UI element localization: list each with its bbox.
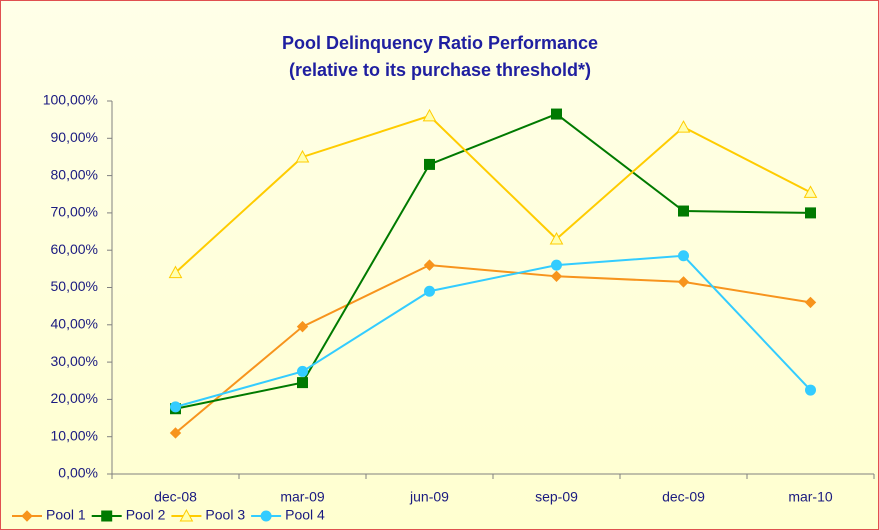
series-line xyxy=(174,264,811,434)
y-tick-label: 90,00% xyxy=(51,129,98,145)
data-point xyxy=(805,207,816,219)
legend-label: Pool 2 xyxy=(126,507,166,523)
data-point xyxy=(550,270,563,283)
legend-marker xyxy=(179,508,194,522)
x-tick-label: dec-09 xyxy=(662,489,705,505)
data-point xyxy=(678,250,689,262)
chart-subtitle: (relative to its purchase threshold*) xyxy=(289,60,591,80)
data-point xyxy=(805,384,816,396)
y-tick-label: 100,00% xyxy=(43,92,98,108)
series-line xyxy=(175,254,812,408)
data-point xyxy=(170,401,181,413)
legend-label: Pool 3 xyxy=(205,507,245,523)
data-point xyxy=(422,108,437,122)
y-tick-label: 10,00% xyxy=(51,427,98,443)
data-point xyxy=(551,108,562,120)
legend-label: Pool 1 xyxy=(46,507,86,523)
data-point xyxy=(297,365,308,377)
data-point xyxy=(424,285,435,297)
chart-title: Pool Delinquency Ratio Performance xyxy=(282,33,598,53)
data-point xyxy=(803,185,818,198)
legend-marker xyxy=(21,510,33,522)
series-line xyxy=(174,114,811,274)
legend-marker xyxy=(101,510,113,522)
y-tick-label: 60,00% xyxy=(51,241,98,257)
x-tick-label: sep-09 xyxy=(535,489,578,505)
data-point xyxy=(296,320,309,333)
data-point xyxy=(297,377,308,389)
x-tick-label: dec-08 xyxy=(154,489,197,505)
data-point xyxy=(424,158,435,170)
legend-label: Pool 4 xyxy=(285,507,325,523)
data-point xyxy=(168,265,183,279)
x-tick-label: mar-09 xyxy=(280,489,325,505)
y-tick-label: 20,00% xyxy=(51,390,98,406)
y-tick-label: 50,00% xyxy=(51,278,98,294)
data-point xyxy=(169,427,182,439)
y-tick-label: 0,00% xyxy=(58,465,98,481)
series-line xyxy=(175,112,811,410)
y-tick-label: 40,00% xyxy=(51,316,98,332)
data-point xyxy=(551,259,562,271)
y-tick-label: 30,00% xyxy=(51,353,98,369)
data-point xyxy=(549,231,564,245)
y-tick-label: 80,00% xyxy=(51,166,98,182)
x-tick-label: mar-10 xyxy=(788,489,833,505)
data-point xyxy=(678,205,689,217)
data-point xyxy=(677,276,690,288)
y-tick-label: 70,00% xyxy=(51,204,98,220)
legend-marker xyxy=(260,510,272,522)
data-point xyxy=(423,259,436,271)
data-point xyxy=(804,296,817,309)
data-point xyxy=(295,149,310,163)
data-point xyxy=(676,120,691,133)
x-tick-label: jun-09 xyxy=(409,489,449,505)
